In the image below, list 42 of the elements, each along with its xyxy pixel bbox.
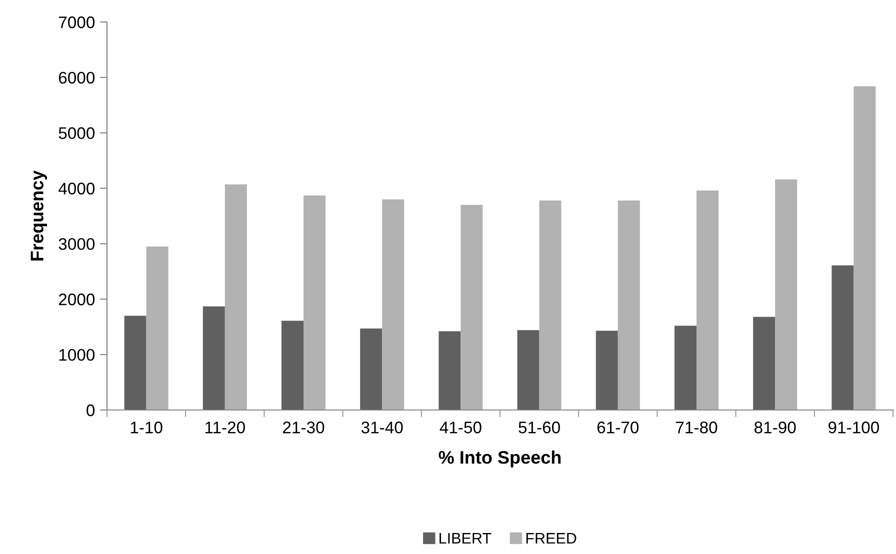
x-tick-label: 41-50 [440, 422, 482, 434]
bar [696, 190, 719, 410]
y-tick-label: 5000 [58, 127, 95, 140]
y-tick-label: 0 [86, 404, 95, 416]
x-tick-label: 51-60 [518, 422, 560, 434]
bar [753, 316, 776, 410]
legend-label: FREED [526, 533, 576, 544]
y-tick-label: 1000 [59, 348, 95, 361]
x-axis-title: % Into Speech [438, 450, 561, 468]
y-tick-label: 4000 [58, 182, 95, 194]
bar [281, 320, 304, 410]
x-tick-label: 21-30 [283, 422, 324, 434]
bar [146, 246, 168, 410]
bar [596, 330, 618, 410]
x-tick-label: 81-90 [754, 422, 796, 434]
bar [460, 204, 483, 410]
x-tick-label: 71-80 [676, 422, 718, 434]
y-tick-label: 3000 [58, 238, 95, 250]
legend-label: LIBERT [440, 533, 492, 544]
bar [124, 316, 146, 410]
x-tick-label: 31-40 [361, 422, 403, 434]
y-tick-label: 2000 [58, 294, 95, 306]
bar [360, 328, 382, 410]
x-tick-label: 61-70 [597, 422, 639, 434]
bar [539, 200, 562, 410]
bar [202, 306, 225, 410]
bar [674, 326, 696, 410]
bar [618, 200, 640, 410]
x-tick-label: 91-100 [828, 422, 879, 434]
x-tick-label: 1-10 [130, 422, 162, 434]
bar [775, 179, 798, 410]
bar [438, 331, 461, 410]
bar [382, 199, 404, 410]
y-tick-label: 6000 [58, 72, 95, 84]
bar [832, 265, 854, 410]
bar [517, 330, 540, 410]
y-tick-label: 7000 [58, 16, 95, 28]
y-axis-title: Frequency [30, 170, 48, 260]
bar [224, 184, 247, 410]
bar [304, 195, 326, 410]
x-tick-label: 11-20 [205, 422, 245, 434]
bar [854, 86, 876, 410]
